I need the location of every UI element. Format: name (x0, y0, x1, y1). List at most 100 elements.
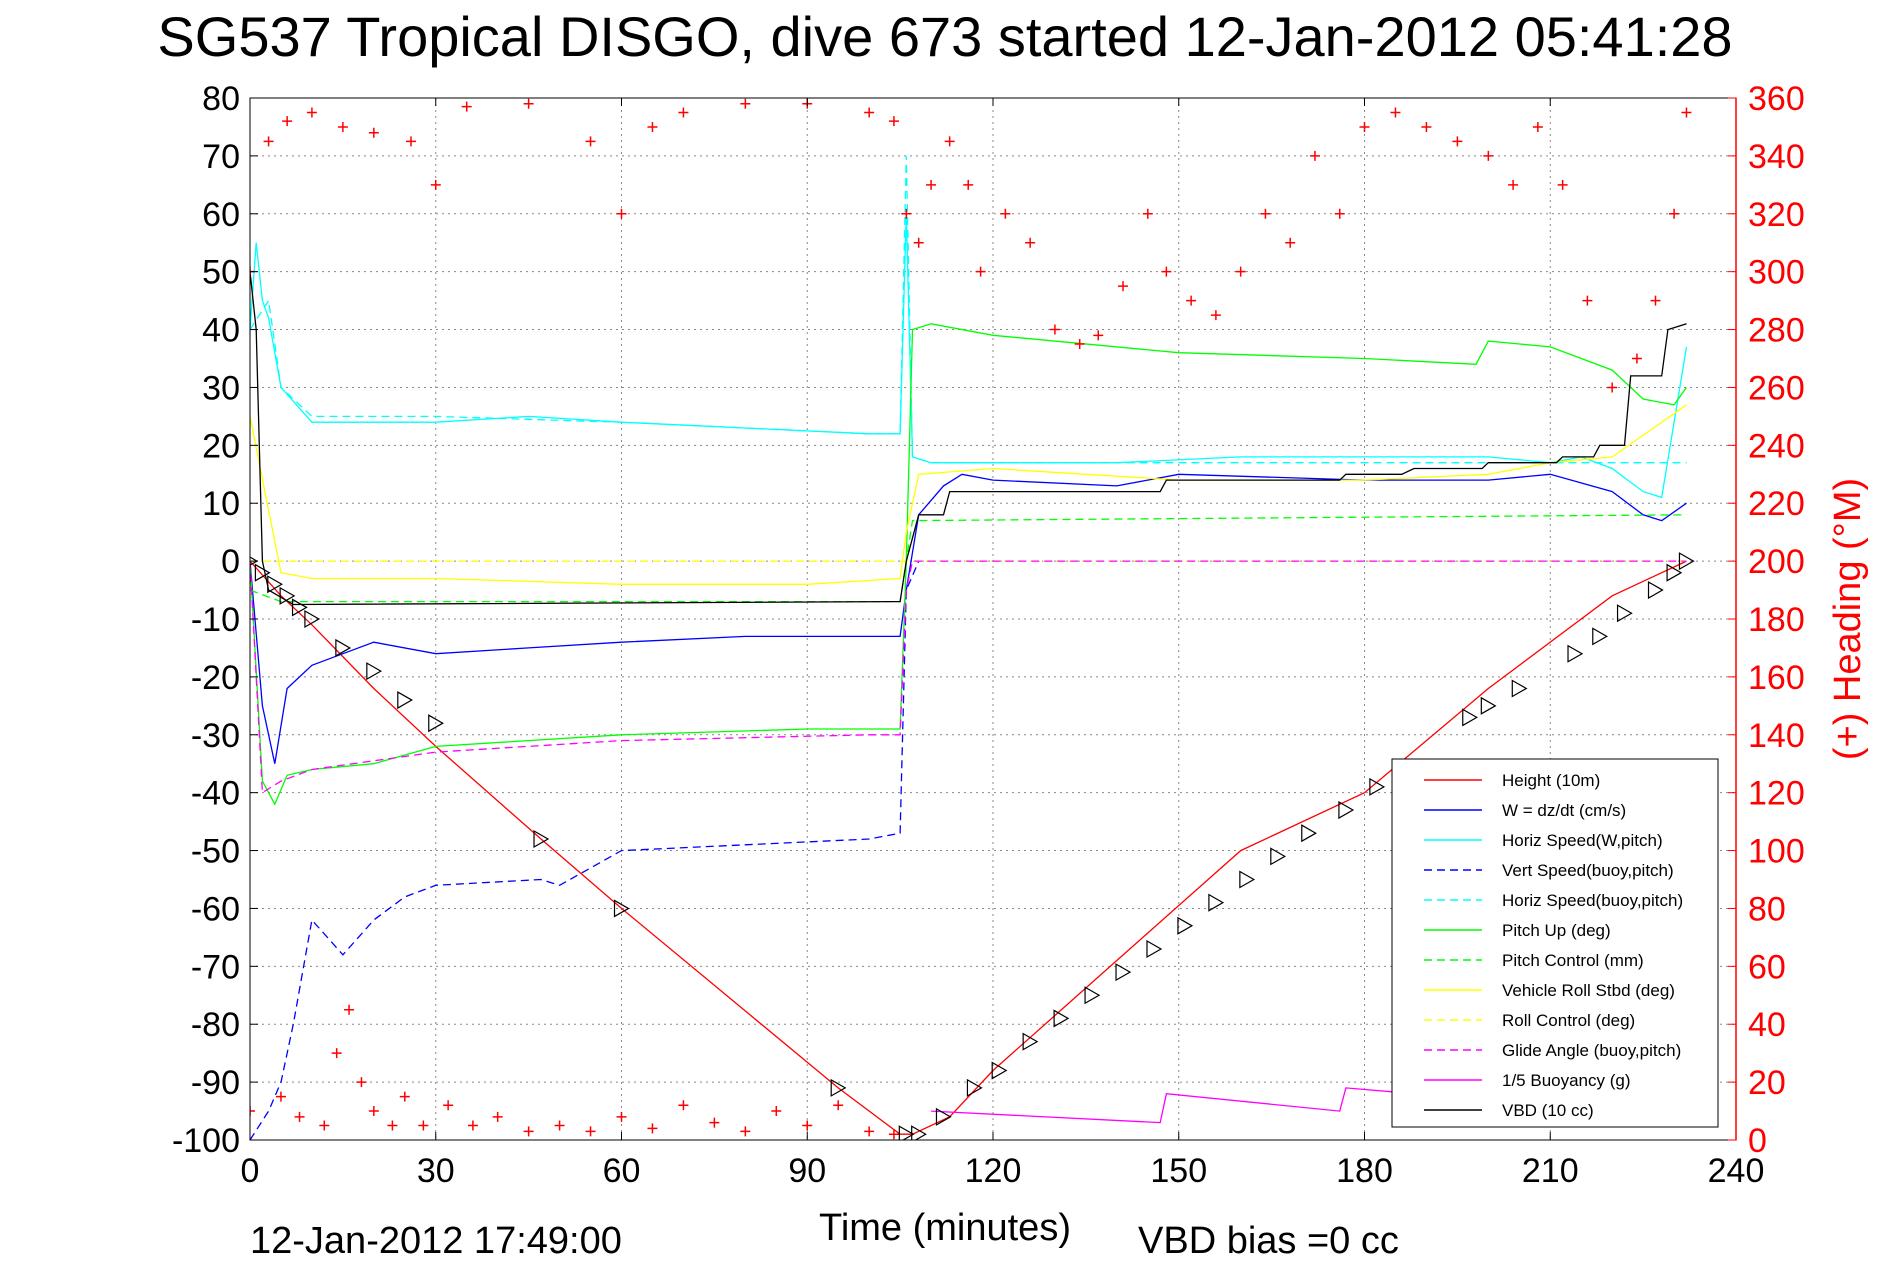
y-tick-label: -20 (191, 659, 240, 697)
heading-point (1631, 353, 1642, 364)
y-right-tick-label: 80 (1748, 890, 1786, 928)
heading-point (1452, 136, 1463, 147)
heading-point (616, 208, 627, 219)
y-tick-label: 50 (202, 254, 240, 292)
y-tick-label: -70 (191, 948, 240, 986)
x-tick-label: 150 (1150, 1152, 1207, 1190)
x-tick-label: 240 (1708, 1152, 1765, 1190)
x-axis: 0 30 60 90 120 150 180 210 240 (241, 98, 1765, 1190)
legend-label: Glide Angle (buoy,pitch) (1502, 1041, 1681, 1060)
y-right-tick-label: 20 (1748, 1064, 1786, 1102)
heading-point (1260, 208, 1271, 219)
triangle-marker (1084, 986, 1101, 1005)
triangle-marker (1270, 847, 1287, 866)
heading-point (1235, 266, 1246, 277)
heading-point (864, 1126, 875, 1137)
y-tick-label: 0 (221, 543, 240, 581)
triangle-marker (397, 691, 414, 710)
y-tick-label: 80 (202, 80, 240, 118)
y-tick-label: 40 (202, 312, 240, 350)
heading-point (1074, 339, 1085, 350)
heading-point (356, 1077, 367, 1088)
triangle-marker (1053, 1009, 1070, 1028)
heading-point (585, 1126, 596, 1137)
heading-point (306, 107, 317, 118)
heading-point (523, 98, 534, 109)
y-tick-label: 70 (202, 138, 240, 176)
triangle-marker (911, 1125, 927, 1140)
x-tick-label: 120 (965, 1152, 1022, 1190)
heading-point (771, 1106, 782, 1117)
y-tick-label: -30 (191, 717, 240, 755)
heading-point (1669, 208, 1680, 219)
x-axis-label: Time (minutes) (819, 1207, 1071, 1249)
heading-point (678, 1100, 689, 1111)
heading-point (467, 1120, 478, 1131)
triangle-marker (1338, 800, 1355, 820)
triangle-marker (1567, 644, 1584, 663)
y-right-tick-label: 240 (1748, 427, 1805, 465)
legend-label: Pitch Up (deg) (1502, 921, 1611, 940)
heading-point (1210, 310, 1221, 321)
heading-point (1118, 281, 1129, 292)
heading-point (368, 1106, 379, 1117)
triangle-marker (267, 575, 283, 594)
y-right-tick-label: 360 (1748, 80, 1805, 118)
triangle-marker (935, 1107, 952, 1126)
y-axis-right: 3603403203002802602402202001801601401201… (1728, 80, 1805, 1160)
series-line (250, 560, 920, 1140)
heading-point (1309, 150, 1320, 161)
legend-label: Horiz Speed(buoy,pitch) (1502, 891, 1683, 910)
heading-point (888, 1129, 899, 1140)
triangle-marker (304, 609, 321, 629)
heading-point (585, 136, 596, 147)
series-line (250, 323, 1688, 806)
y-tick-label: 10 (202, 485, 240, 523)
heading-point (387, 1120, 398, 1131)
legend-label: Vehicle Roll Stbd (deg) (1502, 981, 1675, 1000)
heading-point (1650, 295, 1661, 306)
heading-point (901, 208, 912, 219)
triangle-marker (1115, 963, 1132, 982)
heading-point (405, 136, 416, 147)
x-tick-label: 0 (241, 1152, 260, 1190)
heading-point (963, 179, 974, 190)
x-tick-label: 30 (417, 1152, 455, 1190)
y-right-tick-label: 200 (1748, 543, 1805, 581)
legend-label: 1/5 Buoyancy (g) (1502, 1071, 1631, 1090)
heading-point (443, 1100, 454, 1111)
heading-point (1359, 121, 1370, 132)
y-right-tick-label: 120 (1748, 775, 1805, 813)
heading-point (1285, 237, 1296, 248)
heading-point (647, 121, 658, 132)
triangle-marker (1177, 916, 1194, 935)
heading-point (1000, 208, 1011, 219)
heading-point (1142, 208, 1153, 219)
heading-point (1557, 179, 1568, 190)
heading-point (975, 266, 986, 277)
legend-label: Horiz Speed(W,pitch) (1502, 831, 1663, 850)
triangle-marker (1592, 627, 1608, 646)
heading-point (913, 237, 924, 248)
heading-point (709, 1117, 720, 1128)
y-right-tick-label: 100 (1748, 833, 1805, 871)
heading-markers (250, 1004, 899, 1140)
heading-point (368, 127, 379, 138)
triangle-marker (291, 598, 308, 617)
triangle-marker (1666, 563, 1683, 582)
heading-point (1390, 107, 1401, 118)
heading-point (740, 1126, 751, 1137)
triangle-marker (830, 1078, 847, 1097)
y-tick-label: -60 (191, 890, 240, 928)
legend-label: Roll Control (deg) (1502, 1011, 1635, 1030)
legend-label: Height (10m) (1502, 771, 1600, 790)
legend-label: W = dz/dt (cm/s) (1502, 801, 1626, 820)
legend: Height (10m) W = dz/dt (cm/s) Horiz Speed(… (1391, 758, 1719, 1128)
triangle-marker (254, 563, 271, 582)
y-right-tick-label: 40 (1748, 1006, 1786, 1044)
heading-point (888, 116, 899, 127)
y-tick-label: -40 (191, 775, 240, 813)
heading-point (1186, 295, 1197, 306)
triangle-marker (1678, 552, 1695, 571)
